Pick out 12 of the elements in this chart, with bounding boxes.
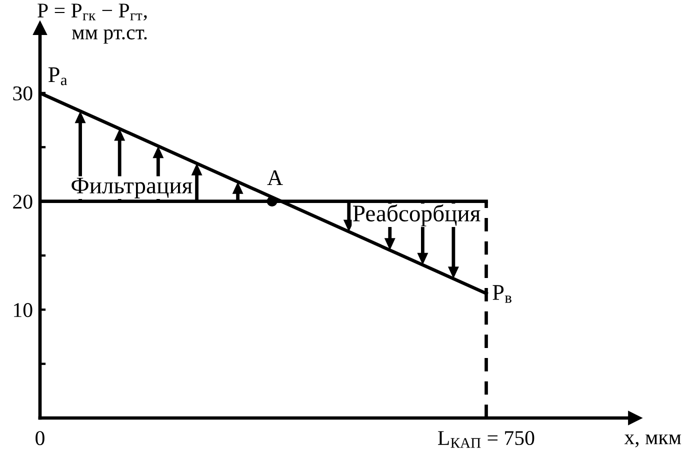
annotation: P$_{в}$ [492,285,512,303]
annotation: Фильтрация [72,178,192,198]
annotation: Реабсорбция [353,204,480,226]
x-tick-label: 0 [36,431,44,446]
annotation: A [267,170,283,186]
x-axis-title: x, мкм [624,434,682,448]
y-axis-title: P = P$_{гк}$ − P$_{гт}$, мм рт.ст. [38,4,147,44]
y-tick-label: 20 [13,194,32,209]
x-tick-label: L$_{КАП}$ = 750 [438,431,534,448]
y-tick-label: 10 [14,303,32,318]
y-tick-label: 30 [13,86,32,100]
annotation: P$_{а}$ [48,67,68,86]
